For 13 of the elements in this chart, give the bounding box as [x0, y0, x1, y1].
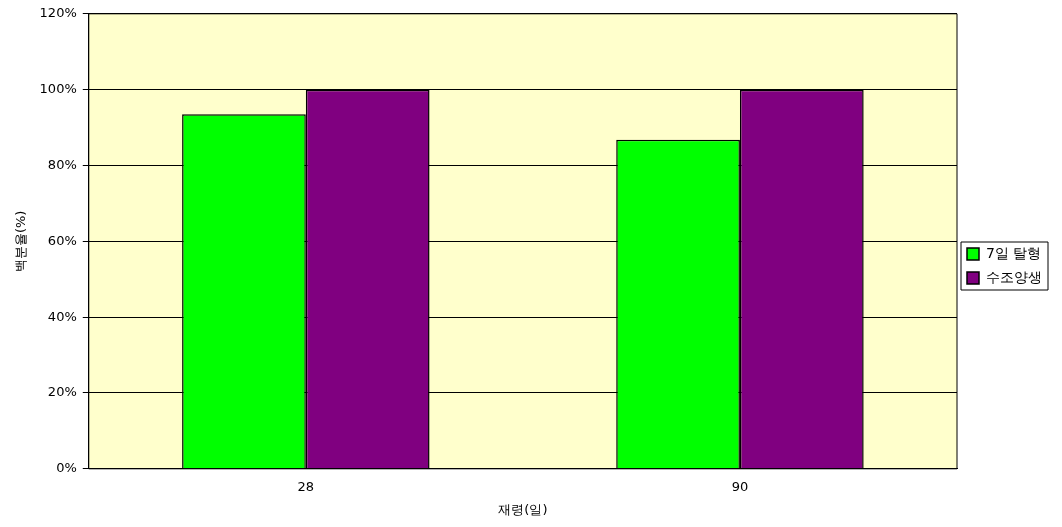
y-tick-label: 40%	[47, 308, 77, 324]
y-tick-label: 60%	[47, 232, 77, 248]
x-tick-label: 90	[731, 478, 749, 494]
y-tick-label: 0%	[56, 460, 77, 476]
legend-label: 7일 탈형	[986, 244, 1042, 261]
y-tick-label: 120%	[39, 5, 77, 21]
x-axis-title: 재령(일)	[498, 501, 548, 517]
y-axis-title: 백분율(%)	[13, 210, 29, 273]
y-tick-label: 80%	[47, 156, 77, 172]
legend-label: 수조양생	[986, 268, 1042, 285]
x-tick-label: 28	[297, 478, 315, 494]
y-tick-label: 20%	[47, 384, 77, 400]
y-tick-label: 100%	[39, 81, 77, 97]
